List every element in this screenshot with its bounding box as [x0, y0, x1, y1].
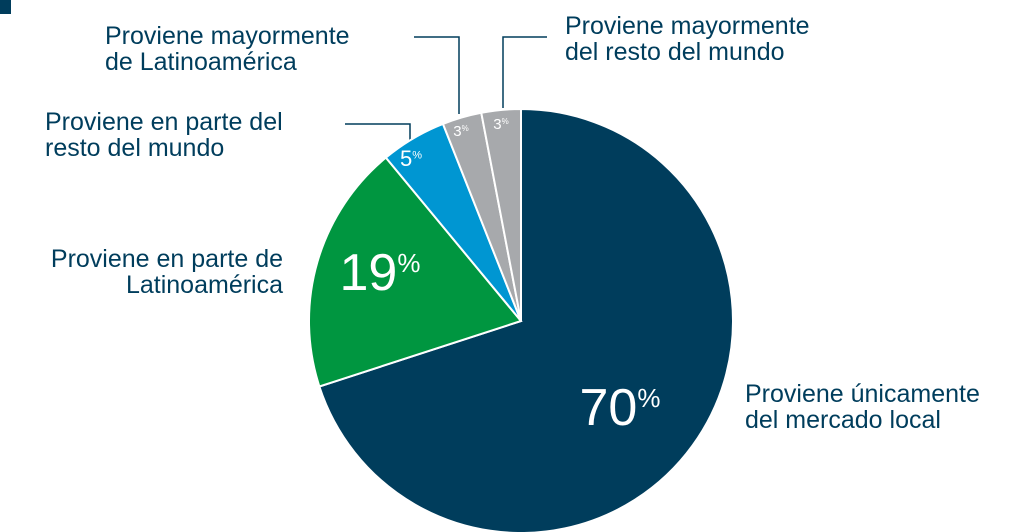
value-label: 19%: [340, 244, 421, 302]
value-label: 5%: [400, 146, 422, 171]
category-label: Proviene mayormente: [105, 22, 350, 50]
value-unit: %: [412, 149, 422, 161]
category-label: Proviene en parte del: [45, 108, 283, 136]
category-label: de Latinoamérica: [105, 48, 297, 76]
value-unit: %: [397, 248, 420, 278]
value-number: 5: [400, 146, 412, 171]
leader-line: [345, 123, 411, 140]
value-number: 70: [580, 379, 638, 437]
category-label: resto del mundo: [45, 134, 224, 162]
category-label: Proviene en parte de: [51, 245, 283, 273]
pie-slice: [318, 107, 734, 532]
value-unit: %: [462, 124, 469, 133]
header-fragment: [0, 0, 11, 14]
category-label: Proviene únicamente: [745, 380, 980, 408]
value-unit: %: [637, 383, 660, 413]
category-label: del mercado local: [745, 406, 941, 434]
value-label: 3%: [453, 123, 468, 140]
leader-line: [502, 36, 547, 108]
category-label: del resto del mundo: [565, 38, 785, 66]
category-label: Latinoamérica: [126, 271, 283, 299]
value-label: 3%: [493, 116, 508, 133]
pie-slice: [480, 107, 522, 322]
value-unit: %: [502, 117, 509, 126]
value-number: 3: [493, 116, 501, 133]
value-number: 19: [340, 244, 398, 302]
pie-slice: [308, 156, 523, 388]
leader-line: [414, 36, 460, 114]
value-number: 3: [453, 123, 461, 140]
category-label: Proviene mayormente: [565, 12, 810, 40]
value-label: 70%: [580, 379, 661, 437]
